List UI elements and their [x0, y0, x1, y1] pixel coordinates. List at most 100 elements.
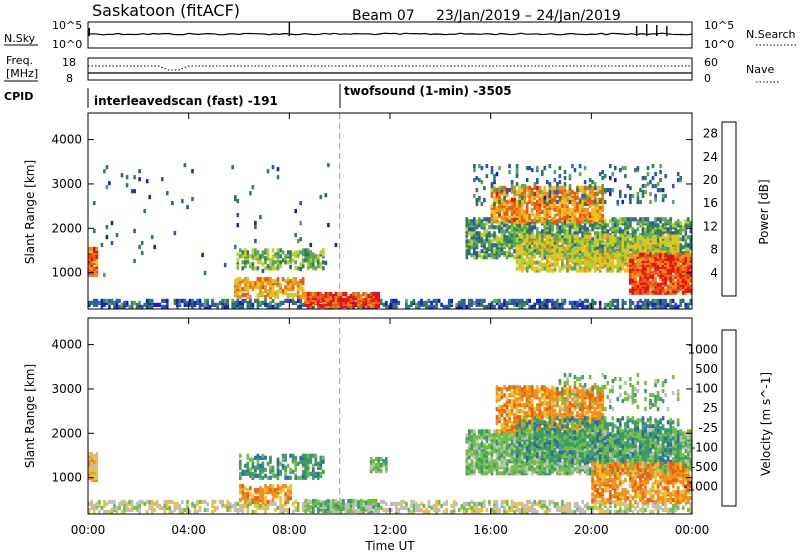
data-cell [291, 281, 295, 286]
data-cell [98, 503, 101, 508]
data-cell [385, 507, 388, 512]
data-cell [520, 187, 524, 192]
data-cell [473, 501, 476, 506]
data-cell [581, 199, 584, 204]
data-cell [463, 509, 466, 514]
data-cell [505, 207, 509, 212]
data-cell [483, 197, 486, 203]
data-cell [344, 297, 348, 303]
data-cell [689, 264, 693, 269]
data-cell [629, 223, 632, 228]
data-cell [525, 229, 529, 234]
data-cell [520, 260, 524, 265]
data-cell [546, 509, 549, 514]
data-cell [674, 244, 677, 249]
data-cell [203, 499, 207, 504]
data-cell [299, 298, 302, 303]
data-cell [296, 505, 300, 510]
data-cell [259, 455, 262, 460]
data-cell [573, 254, 577, 259]
beam-label: Beam 07 [352, 8, 415, 24]
data-cell [485, 255, 489, 260]
data-cell [150, 304, 154, 309]
data-cell [309, 250, 313, 255]
data-cell [571, 189, 574, 194]
data-cell [304, 465, 307, 470]
data-cell [596, 499, 599, 504]
data-cell [518, 507, 521, 512]
data-cell [435, 507, 438, 512]
data-cell [646, 227, 650, 232]
data-cell [689, 252, 693, 257]
data-cell [568, 225, 572, 230]
data-cell [493, 178, 496, 183]
data-cell [538, 304, 542, 309]
data-cell [603, 254, 607, 259]
data-cell [505, 255, 509, 260]
data-cell [498, 225, 501, 230]
data-cell [508, 170, 511, 175]
data-cell [410, 503, 413, 508]
data-cell [435, 298, 438, 303]
data-cell [596, 231, 599, 236]
data-cell [90, 246, 94, 252]
data-cell [281, 289, 285, 294]
data-cell [304, 248, 307, 253]
data-cell [654, 217, 657, 222]
data-cell [460, 503, 464, 508]
data-cell [679, 264, 682, 269]
data-cell [578, 258, 582, 263]
data-cell [593, 300, 597, 305]
data-cell [556, 240, 559, 245]
data-cell [641, 300, 645, 305]
data-cell [518, 219, 521, 224]
data-cell [681, 505, 685, 510]
data-cell [244, 503, 247, 508]
data-cell [581, 193, 584, 199]
data-cell [113, 304, 116, 309]
data-cell [105, 298, 109, 303]
data-cell [525, 298, 529, 303]
data-cell [508, 219, 511, 224]
data-cell [543, 225, 547, 230]
data-cell [493, 174, 496, 179]
data-cell [518, 234, 521, 239]
data-cell [543, 199, 547, 205]
data-cell [271, 279, 275, 284]
data-cell [95, 451, 99, 457]
y-tick-label: 2000 [51, 221, 82, 235]
data-cell [276, 505, 280, 510]
data-cell [629, 199, 632, 205]
data-cell [480, 219, 484, 224]
data-cell [636, 284, 640, 289]
data-cell [563, 507, 567, 512]
data-cell [417, 503, 421, 508]
data-cell [591, 256, 594, 261]
data-cell [581, 238, 584, 243]
data-cell [654, 197, 657, 203]
data-cell [666, 219, 670, 224]
data-cell [306, 248, 310, 253]
data-cell [536, 231, 539, 236]
data-cell [276, 289, 280, 294]
data-cell [276, 277, 280, 282]
data-cell [603, 174, 607, 179]
data-cell [259, 254, 262, 259]
data-cell [254, 221, 257, 226]
data-cell [493, 225, 496, 230]
data-cell [689, 229, 693, 234]
data-cell [636, 264, 640, 269]
data-cell [493, 509, 496, 514]
data-cell [508, 505, 511, 510]
data-cell [480, 255, 484, 260]
data-cell [367, 297, 370, 303]
data-cell [644, 227, 647, 232]
data-cell [249, 501, 252, 506]
data-cell [246, 465, 250, 470]
data-cell [110, 507, 114, 512]
data-cell [495, 507, 499, 512]
colorbar-tick-label: 16 [703, 196, 718, 210]
data-cell [284, 289, 287, 294]
data-cell [591, 248, 594, 253]
data-cell [558, 189, 562, 194]
